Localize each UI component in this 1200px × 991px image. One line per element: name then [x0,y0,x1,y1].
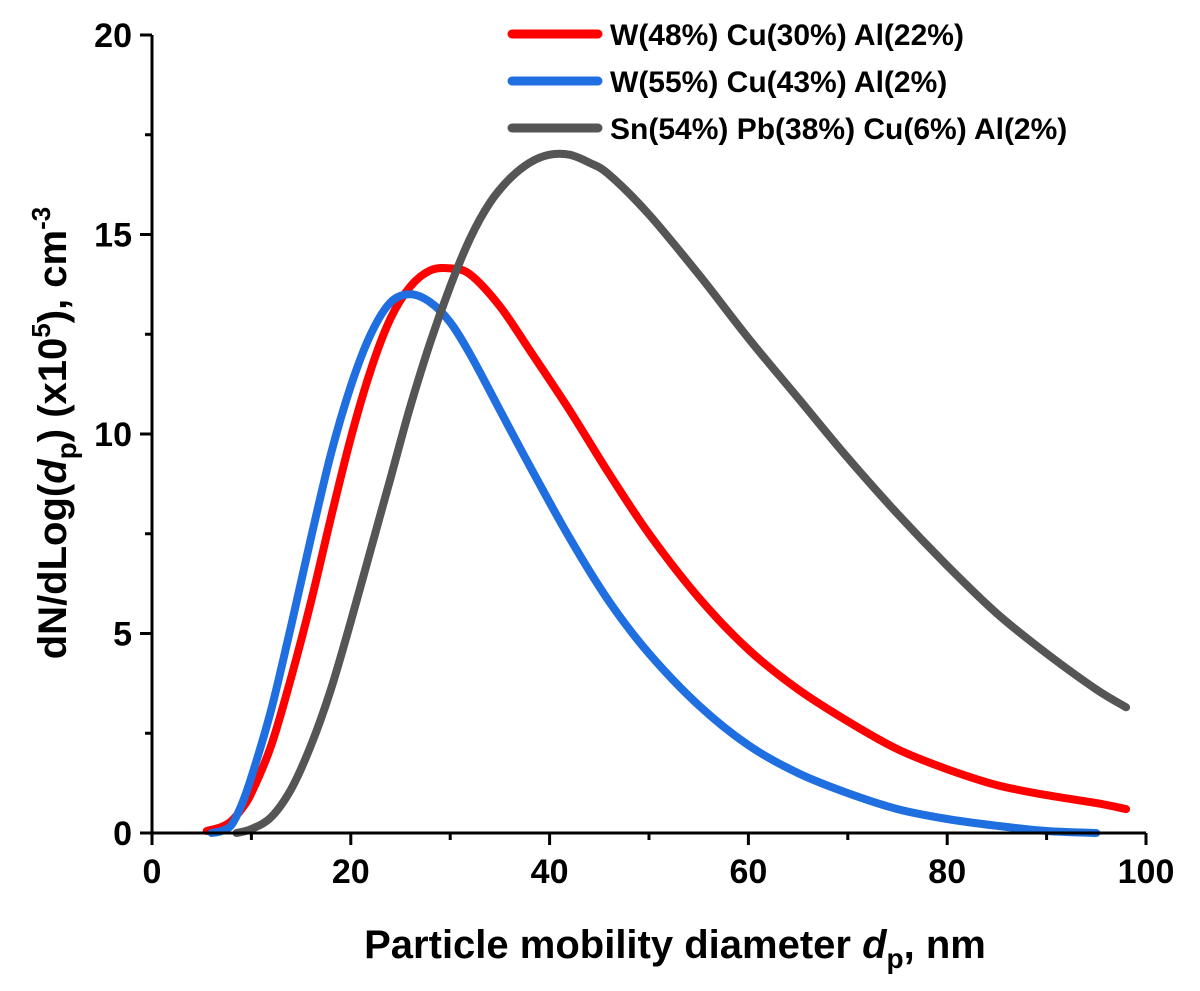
x-tick-label: 100 [1118,853,1175,891]
y-tick-label: 10 [94,416,132,454]
legend-label-sn54: Sn(54%) Pb(38%) Cu(6%) Al(2%) [610,113,1067,146]
series-line-2 [232,149,1131,837]
x-axis-title: Particle mobility diameter dp, nm [364,923,986,974]
y-tick-label: 20 [94,17,132,55]
y-tick-label: 15 [94,217,132,255]
legend-label-w55: W(55%) Cu(43%) Al(2%) [610,66,947,99]
y-tick-label: 0 [113,815,132,853]
x-tick-label: 60 [729,853,767,891]
y-axis-title: dN/dLog(dp) (x105), cm-3 [26,207,82,660]
y-tick-label: 5 [113,616,132,654]
series-line-0 [202,263,1131,835]
x-tick-label: 0 [143,853,162,891]
series-line-1 [207,290,1101,837]
legend: W(48%) Cu(30%) Al(22%) W(55%) Cu(43%) Al… [507,19,1067,146]
x-tick-label: 80 [928,853,966,891]
legend-label-w48: W(48%) Cu(30%) Al(22%) [610,19,964,52]
ticks: 0 20 40 60 80 100 0 5 10 15 20 [94,17,1174,891]
plot-lines [202,149,1131,837]
axes [150,35,1146,835]
x-tick-label: 40 [531,853,569,891]
x-tick-label: 20 [332,853,370,891]
